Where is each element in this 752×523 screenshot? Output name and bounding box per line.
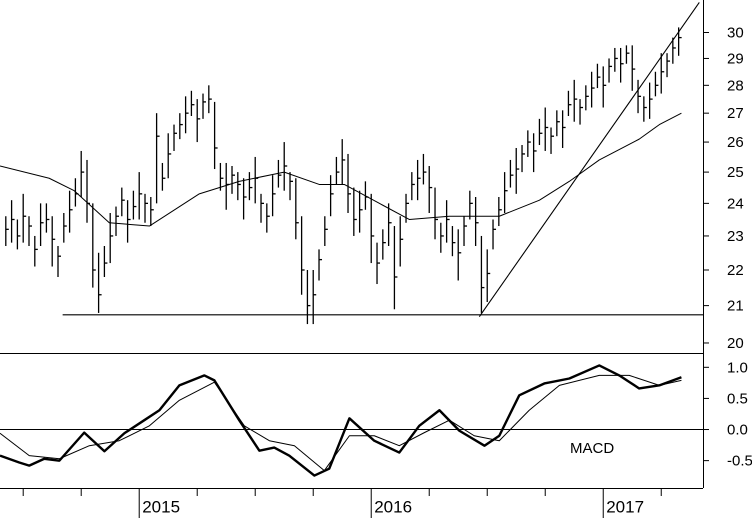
y-tick-label: -0.5 xyxy=(727,453,752,470)
y-tick-label: 21 xyxy=(727,298,744,315)
y-tick-label: 27 xyxy=(727,105,744,122)
macd-label: MACD xyxy=(570,440,614,457)
x-tick-label: 2016 xyxy=(374,497,412,516)
moving-average xyxy=(0,112,682,227)
y-tick-label: 22 xyxy=(727,262,744,279)
y-tick-label: 30 xyxy=(727,24,744,41)
y-tick-label: 28 xyxy=(727,77,744,94)
y-tick-label: 26 xyxy=(727,134,744,151)
y-tick-label: 0.0 xyxy=(727,421,748,438)
y-tick-label: 20 xyxy=(727,335,744,352)
y-tick-label: 23 xyxy=(727,228,744,245)
y-tick-label: 24 xyxy=(727,195,744,212)
macd-line xyxy=(0,374,682,472)
x-tick-label: 2017 xyxy=(606,497,644,516)
x-tick-label: 2015 xyxy=(142,497,180,516)
y-tick-label: 1.0 xyxy=(727,359,748,376)
y-tick-label: 0.5 xyxy=(727,390,748,407)
trend-line xyxy=(478,2,700,317)
y-tick-label: 25 xyxy=(727,164,744,181)
macd-line xyxy=(0,364,682,477)
y-tick-label: 29 xyxy=(727,50,744,67)
